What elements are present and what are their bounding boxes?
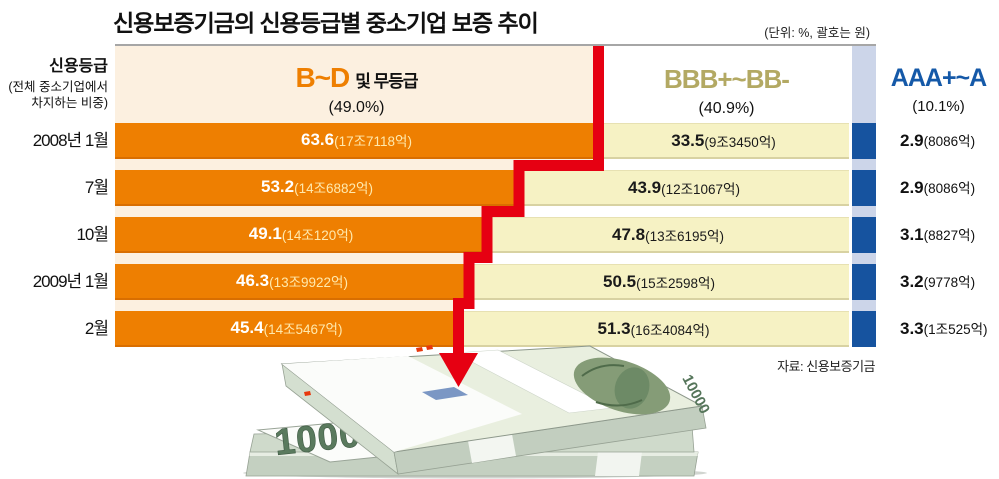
bar-aaa [852,264,876,300]
aaa-label: AAA+~A [890,64,987,92]
bbb-amount: (9조3450억) [704,134,776,150]
aaa-value-text: 3.2(9778억) [900,264,975,300]
row-label: 2008년 1월 [32,131,109,150]
bar-bbb: 50.5 (15조2598억) [469,264,849,300]
bbb-label: BBB+~BB- [664,64,790,94]
bbb-amount: (13조6195억) [645,228,724,244]
bar-bbb: 33.5 (9조3450억) [598,123,849,159]
aaa-amount: (9778억) [923,275,976,290]
column-header-bd: B~D 및 무등급 (49.0%) [115,62,598,117]
bbb-share: (40.9%) [698,100,755,117]
bbb-amount: (16조4084억) [630,322,710,338]
bar-aaa [852,170,876,206]
column-header-aaa: AAA+~A (10.1%) [878,64,999,115]
banknote-stack-illustration: 10000 10000 [243,345,713,479]
aaa-value: 2.9 [900,178,924,197]
aaa-value-text: 3.1(8827억) [900,217,975,253]
aaa-value-text: 3.3(1조525억) [900,311,988,347]
bd-value: 46.3 [236,271,270,290]
aaa-value-text: 2.9(8086억) [900,123,975,159]
aaa-value: 3.3 [900,319,924,338]
bar-aaa [852,123,876,159]
aaa-amount: (1조525억) [923,322,988,337]
bar-bbb: 43.9 (12조1067억) [519,170,849,206]
bd-amount: (13조9922억) [269,275,348,290]
top-bundle: 10000 [280,345,713,475]
aaa-value-text: 2.9(8086억) [900,170,975,206]
aaa-share: (10.1%) [912,98,965,115]
bbb-value: 43.9 [628,177,662,197]
banknote-blue-seal [422,387,468,400]
row-axis-header: 신용등급 (전체 중소기업에서 차지하는 비중) [0,52,108,112]
row-label: 10월 [76,225,109,244]
bd-label-suffix: 및 무등급 [355,72,418,91]
bbb-value: 47.8 [612,224,646,244]
bd-amount: (14조6882억) [294,181,373,196]
source-note: 자료: 신용보증기금 [777,359,875,374]
bar-bd: 63.6 (17조7118억) [115,123,598,159]
bd-amount: (17조7118억) [334,134,412,149]
bd-label: B~D [295,62,350,93]
bbb-value: 50.5 [603,271,637,291]
bar-bbb: 47.8 (13조6195억) [487,217,849,253]
bar-aaa [852,311,876,347]
aaa-value: 3.1 [900,225,924,244]
bd-value: 49.1 [248,224,282,243]
bbb-amount: (15조2598억) [636,275,715,291]
bd-value: 45.4 [230,318,264,337]
bar-bd: 45.4 (14조5467억) [115,311,458,347]
unit-note: (단위: %, 괄호는 원) [764,26,870,40]
row-axis-subtitle-1: (전체 중소기업에서 [8,80,108,94]
bar-bd: 53.2 (14조6882억) [115,170,519,206]
bar-bd: 46.3 (13조9922억) [115,264,469,300]
chart-top-rule [115,44,876,46]
bbb-value: 33.5 [671,130,705,150]
aaa-amount: (8086억) [923,181,976,196]
bd-amount: (14조5467억) [263,322,343,337]
row-label: 2009년 1월 [32,272,109,291]
aaa-amount: (8086억) [923,134,976,149]
aaa-value: 3.2 [900,272,924,291]
page-title: 신용보증기금의 신용등급별 중소기업 보증 추이 [113,10,539,36]
bd-value: 53.2 [261,177,295,196]
column-header-bbb: BBB+~BB- (40.9%) [604,64,849,118]
bar-aaa [852,217,876,253]
row-label: 7월 [84,178,109,197]
bar-bd: 49.1 (14조120억) [115,217,487,253]
row-label: 2월 [84,319,109,338]
bd-value: 63.6 [301,130,335,149]
bd-share: (49.0%) [328,99,385,116]
aaa-amount: (8827억) [923,228,976,243]
bd-amount: (14조120억) [281,228,354,243]
row-axis-title: 신용등급 [49,58,108,75]
row-axis-subtitle-2: 차지하는 비중) [31,96,108,111]
bbb-value: 51.3 [597,318,631,338]
bbb-amount: (12조1067억) [661,181,740,197]
aaa-value: 2.9 [900,131,924,150]
